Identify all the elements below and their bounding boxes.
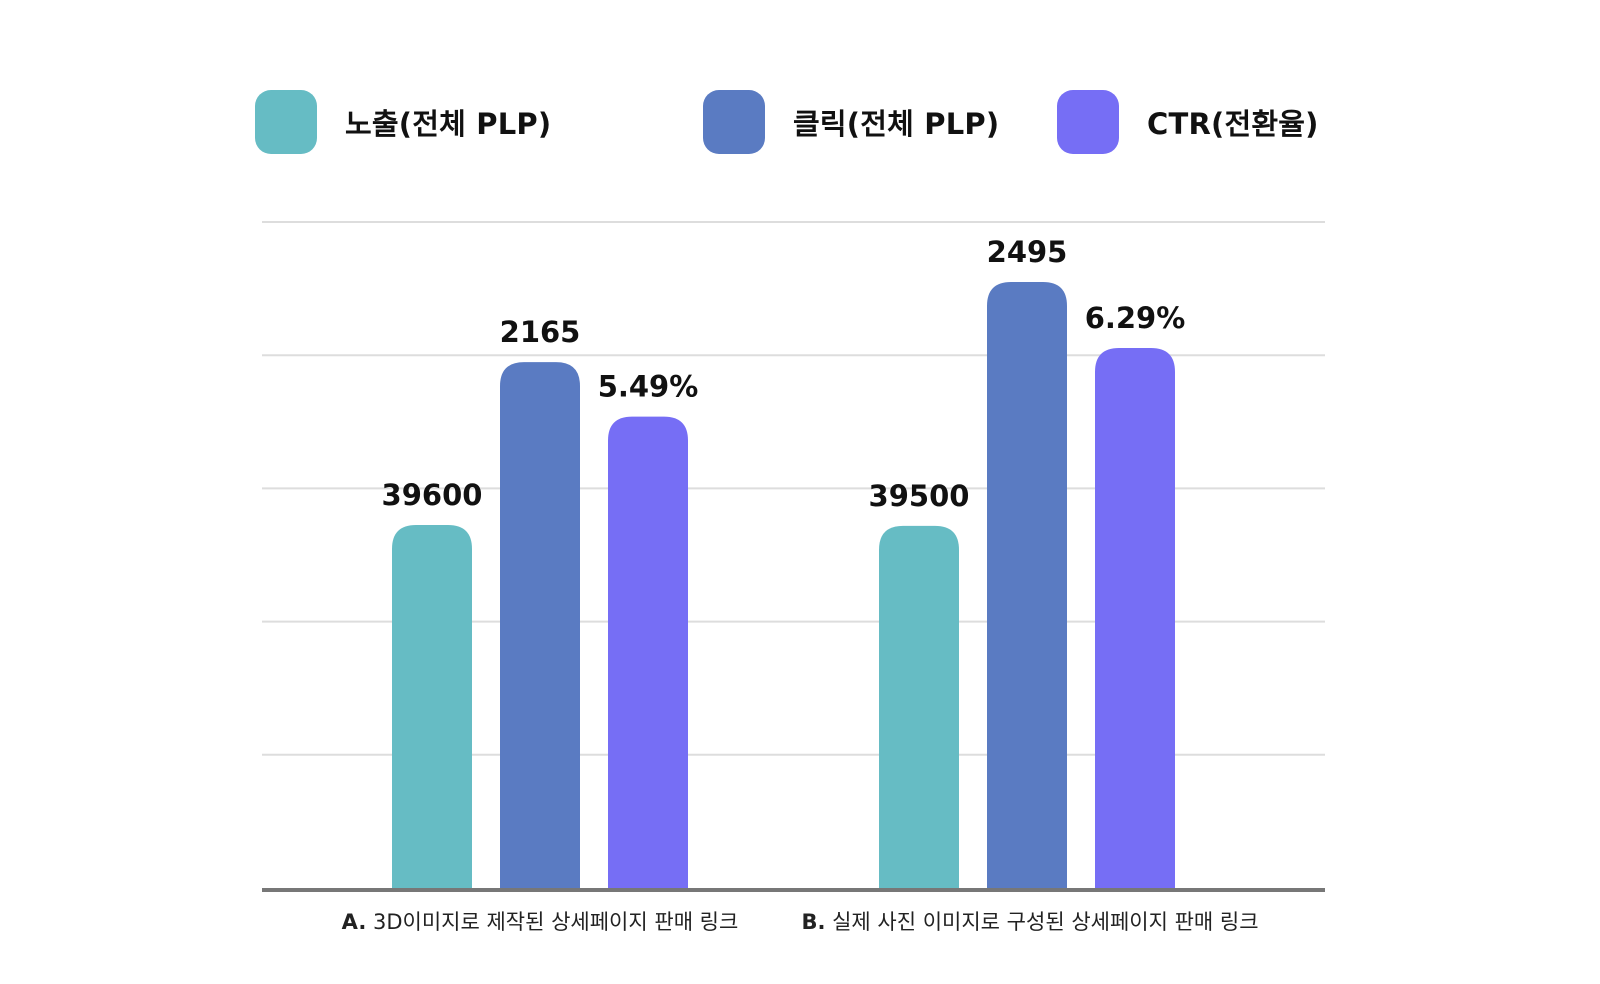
data-label-clicks-a: 2165 xyxy=(500,315,581,349)
legend-swatch-clicks xyxy=(703,90,765,154)
data-label-impressions-b: 39500 xyxy=(869,479,970,513)
legend-label-impressions: 노출(전체 PLP) xyxy=(345,107,552,141)
bar-clicks-a xyxy=(500,362,580,888)
legend-label-ctr: CTR(전환율) xyxy=(1147,107,1319,141)
bar-ctr-b xyxy=(1095,348,1175,888)
legend-swatch-impressions xyxy=(255,90,317,154)
category-text-a: 3D이미지로 제작된 상세페이지 판매 링크 xyxy=(366,910,739,934)
data-label-impressions-a: 39600 xyxy=(382,478,483,512)
bar-impressions-b xyxy=(879,525,959,888)
category-label-b: B. 실제 사진 이미지로 구성된 상세페이지 판매 링크 xyxy=(801,906,1258,936)
bar-ctr-a xyxy=(608,416,688,888)
category-text-b: 실제 사진 이미지로 구성된 상세페이지 판매 링크 xyxy=(825,910,1259,934)
category-prefix-a: A. xyxy=(341,910,367,934)
chart-legend: 노출(전체 PLP) 클릭(전체 PLP) CTR(전환율) xyxy=(0,0,1600,200)
bar-impressions-a xyxy=(392,525,472,888)
legend-item-impressions: 노출(전체 PLP) xyxy=(255,90,551,154)
bar-clicks-b xyxy=(987,282,1067,888)
category-label-a: A. 3D이미지로 제작된 상세페이지 판매 링크 xyxy=(342,906,739,936)
data-label-clicks-b: 2495 xyxy=(987,235,1068,269)
data-label-ctr-b: 6.29% xyxy=(1085,301,1186,335)
data-label-ctr-a: 5.49% xyxy=(598,370,699,404)
legend-item-clicks: 클릭(전체 PLP) xyxy=(703,90,999,154)
legend-swatch-ctr xyxy=(1057,90,1119,154)
legend-label-clicks: 클릭(전체 PLP) xyxy=(793,107,1000,141)
category-prefix-b: B. xyxy=(801,910,826,934)
legend-item-ctr: CTR(전환율) xyxy=(1057,90,1319,154)
